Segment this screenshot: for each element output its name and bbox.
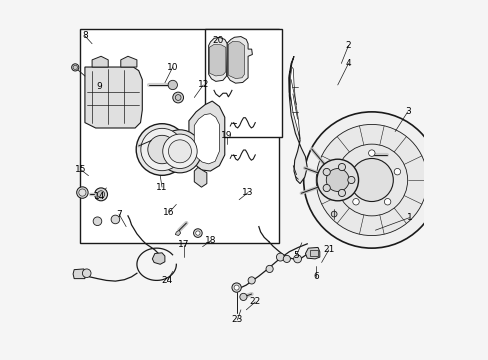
- Text: 19: 19: [221, 131, 232, 140]
- Circle shape: [352, 198, 359, 205]
- Circle shape: [163, 134, 197, 168]
- Circle shape: [168, 140, 191, 163]
- Circle shape: [276, 253, 284, 261]
- Text: 3: 3: [404, 107, 410, 116]
- Polygon shape: [305, 247, 319, 259]
- Circle shape: [158, 130, 201, 173]
- Polygon shape: [288, 56, 306, 184]
- Circle shape: [323, 184, 329, 192]
- Circle shape: [247, 277, 255, 284]
- Polygon shape: [92, 56, 108, 67]
- Circle shape: [82, 269, 91, 278]
- Circle shape: [347, 176, 354, 184]
- Circle shape: [234, 285, 239, 290]
- Circle shape: [172, 92, 183, 103]
- Polygon shape: [227, 37, 252, 83]
- Text: 15: 15: [74, 165, 86, 174]
- Polygon shape: [73, 269, 85, 279]
- Circle shape: [338, 163, 345, 171]
- Circle shape: [94, 188, 107, 201]
- Circle shape: [323, 168, 329, 176]
- Text: 20: 20: [211, 36, 223, 45]
- Polygon shape: [208, 37, 227, 81]
- Circle shape: [316, 159, 358, 201]
- Circle shape: [368, 150, 374, 156]
- Text: 24: 24: [162, 276, 173, 285]
- Text: 22: 22: [249, 297, 261, 306]
- Text: 17: 17: [178, 240, 189, 249]
- Text: 14: 14: [93, 192, 105, 201]
- Circle shape: [330, 211, 336, 217]
- Circle shape: [136, 124, 187, 175]
- Text: 4: 4: [345, 59, 350, 68]
- Polygon shape: [194, 114, 219, 164]
- Polygon shape: [209, 44, 225, 76]
- Circle shape: [193, 229, 202, 237]
- Polygon shape: [228, 41, 244, 78]
- Circle shape: [111, 215, 120, 224]
- Text: 12: 12: [197, 81, 208, 90]
- Circle shape: [265, 265, 273, 273]
- Polygon shape: [85, 67, 142, 128]
- Polygon shape: [188, 101, 224, 171]
- Text: 23: 23: [231, 315, 243, 324]
- Text: 8: 8: [82, 31, 88, 40]
- Text: 18: 18: [204, 237, 216, 246]
- Circle shape: [79, 189, 86, 196]
- Circle shape: [342, 168, 349, 175]
- Circle shape: [335, 144, 407, 216]
- Text: 13: 13: [242, 188, 253, 197]
- Circle shape: [393, 168, 400, 175]
- Text: 1: 1: [406, 213, 411, 222]
- Circle shape: [349, 158, 392, 202]
- Circle shape: [97, 191, 104, 198]
- Polygon shape: [194, 167, 206, 187]
- Circle shape: [72, 64, 79, 71]
- Polygon shape: [152, 253, 164, 264]
- Circle shape: [77, 187, 88, 198]
- Circle shape: [384, 198, 390, 205]
- Text: 6: 6: [313, 272, 319, 281]
- Text: 16: 16: [163, 208, 175, 217]
- Circle shape: [283, 255, 290, 262]
- Circle shape: [141, 129, 183, 171]
- Polygon shape: [121, 56, 137, 67]
- Bar: [80, 30, 278, 243]
- Circle shape: [303, 112, 439, 248]
- Circle shape: [168, 80, 177, 90]
- Circle shape: [147, 135, 176, 164]
- Circle shape: [239, 293, 246, 301]
- Circle shape: [316, 125, 427, 235]
- Circle shape: [73, 65, 77, 69]
- Circle shape: [175, 95, 181, 100]
- Text: 11: 11: [156, 183, 167, 192]
- Circle shape: [93, 217, 102, 226]
- Text: 7: 7: [116, 210, 122, 219]
- Polygon shape: [175, 230, 180, 235]
- Text: 2: 2: [345, 41, 350, 50]
- Text: 21: 21: [323, 246, 334, 255]
- Circle shape: [195, 231, 200, 235]
- Text: 9: 9: [96, 82, 102, 91]
- Circle shape: [293, 255, 301, 263]
- Circle shape: [338, 189, 345, 197]
- Bar: [309, 250, 317, 256]
- Circle shape: [231, 283, 241, 292]
- Polygon shape: [290, 67, 300, 139]
- Circle shape: [325, 168, 348, 192]
- Text: 10: 10: [167, 63, 178, 72]
- Text: 5: 5: [293, 251, 299, 260]
- Bar: [204, 30, 282, 137]
